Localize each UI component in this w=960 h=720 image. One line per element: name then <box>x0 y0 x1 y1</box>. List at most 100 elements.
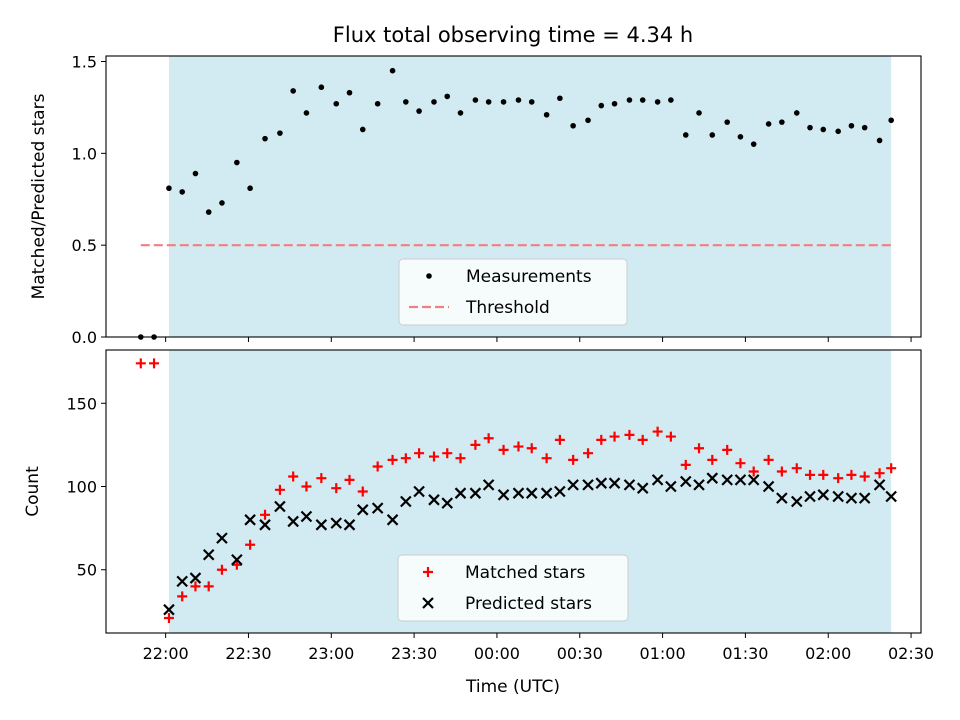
measurement-point <box>192 170 199 177</box>
predicted-star-point <box>386 514 399 526</box>
predicted-star-point <box>706 472 719 484</box>
predicted-star-point <box>216 532 228 544</box>
measurement-point <box>290 88 296 94</box>
measurement-point <box>682 132 689 138</box>
matched-star-point <box>833 473 844 484</box>
predicted-star-point <box>608 477 621 489</box>
predicted-star-point <box>428 494 440 506</box>
predicted-star-point <box>693 479 705 491</box>
legend-marker-matched <box>423 567 433 577</box>
matched-star-point <box>177 591 188 602</box>
measurement-point <box>179 189 185 195</box>
series-measurements <box>137 67 894 340</box>
series-matched-stars <box>135 358 897 624</box>
matched-star-point <box>316 473 327 484</box>
matched-star-point <box>372 461 383 472</box>
series-predicted-stars <box>163 472 897 616</box>
y-tick-label: 150 <box>66 394 97 413</box>
x-tick-label: 01:00 <box>640 644 686 663</box>
matched-star-point <box>357 486 368 497</box>
matched-star-point <box>442 448 453 459</box>
x-tick-label: 23:30 <box>391 644 437 663</box>
predicted-star-point <box>343 519 356 531</box>
measurement-point <box>374 100 381 107</box>
matched-star-point <box>652 426 663 437</box>
x-tick-label: 23:00 <box>308 644 354 663</box>
predicted-star-point <box>595 477 608 489</box>
predicted-star-point <box>497 489 510 501</box>
predicted-star-point <box>885 490 897 503</box>
measurement-point <box>820 126 827 133</box>
measurement-point <box>416 108 422 114</box>
matched-star-point <box>414 448 425 459</box>
measurement-point <box>166 185 172 192</box>
matched-star-point <box>470 439 481 450</box>
predicted-star-point <box>817 489 830 501</box>
predicted-star-point <box>747 474 760 486</box>
legend-box <box>398 258 628 326</box>
measurement-point <box>333 100 340 107</box>
predicted-star-point <box>512 487 525 499</box>
matched-star-point <box>694 443 705 454</box>
matched-star-point <box>513 441 524 452</box>
predicted-star-point <box>482 479 495 491</box>
measurement-point <box>515 97 522 103</box>
matched-star-point <box>428 451 439 462</box>
x-tick-label: 02:30 <box>888 644 934 663</box>
predicted-star-point <box>176 575 188 588</box>
predicted-star-point <box>734 474 747 486</box>
matched-star-point <box>776 466 787 477</box>
predicted-star-point <box>441 497 454 509</box>
measurement-point <box>528 99 535 105</box>
matched-star-point <box>190 581 201 592</box>
matched-star-point <box>680 459 691 470</box>
matched-star-point <box>568 454 579 465</box>
y-tick-label: 0.5 <box>72 236 97 255</box>
y-tick-label: 1.0 <box>72 144 97 163</box>
matched-star-point <box>583 448 594 459</box>
y-tick-label: 100 <box>66 478 97 497</box>
measurement-point <box>205 209 212 215</box>
measurement-point <box>888 117 894 124</box>
measurement-point <box>750 141 757 147</box>
predicted-star-point <box>330 517 343 529</box>
predicted-star-point <box>231 553 243 566</box>
measurement-point <box>431 99 437 105</box>
matched-star-point <box>163 613 174 624</box>
matched-star-point <box>665 431 676 442</box>
matched-star-point <box>748 466 759 477</box>
matched-star-point <box>400 453 411 464</box>
measurement-point <box>848 122 855 129</box>
matched-star-point <box>637 434 648 445</box>
predicted-star-point <box>356 504 369 516</box>
matched-star-point <box>216 564 227 575</box>
y-axis-label: Count <box>23 466 43 517</box>
predicted-star-point <box>413 485 425 498</box>
measurement-point <box>835 128 841 135</box>
measurement-point <box>696 110 702 116</box>
axes-frame <box>105 349 922 634</box>
legend-label: Threshold <box>465 298 550 318</box>
matched-star-point <box>805 469 816 480</box>
matched-star-point <box>455 453 466 464</box>
legend-marker-measurements <box>426 273 432 279</box>
matched-star-point <box>846 469 857 480</box>
measurement-point <box>346 89 353 96</box>
chart-title: Flux total observing time = 4.34 h <box>333 23 693 47</box>
predicted-star-point <box>665 480 677 493</box>
matched-star-point <box>260 509 271 520</box>
matched-star-point <box>274 484 285 495</box>
predicted-star-point <box>274 500 286 513</box>
measurement-point <box>876 137 883 144</box>
predicted-star-point <box>554 485 566 498</box>
matched-star-point <box>344 474 355 485</box>
legend: Measurements Threshold <box>398 258 628 326</box>
predicted-star-point <box>202 548 215 561</box>
predicted-star-point <box>582 479 594 491</box>
predicted-star-point <box>804 490 816 503</box>
matched-star-point <box>609 431 620 442</box>
matched-star-point <box>722 444 733 455</box>
measurement-point <box>626 97 633 103</box>
predicted-star-point <box>163 603 175 616</box>
